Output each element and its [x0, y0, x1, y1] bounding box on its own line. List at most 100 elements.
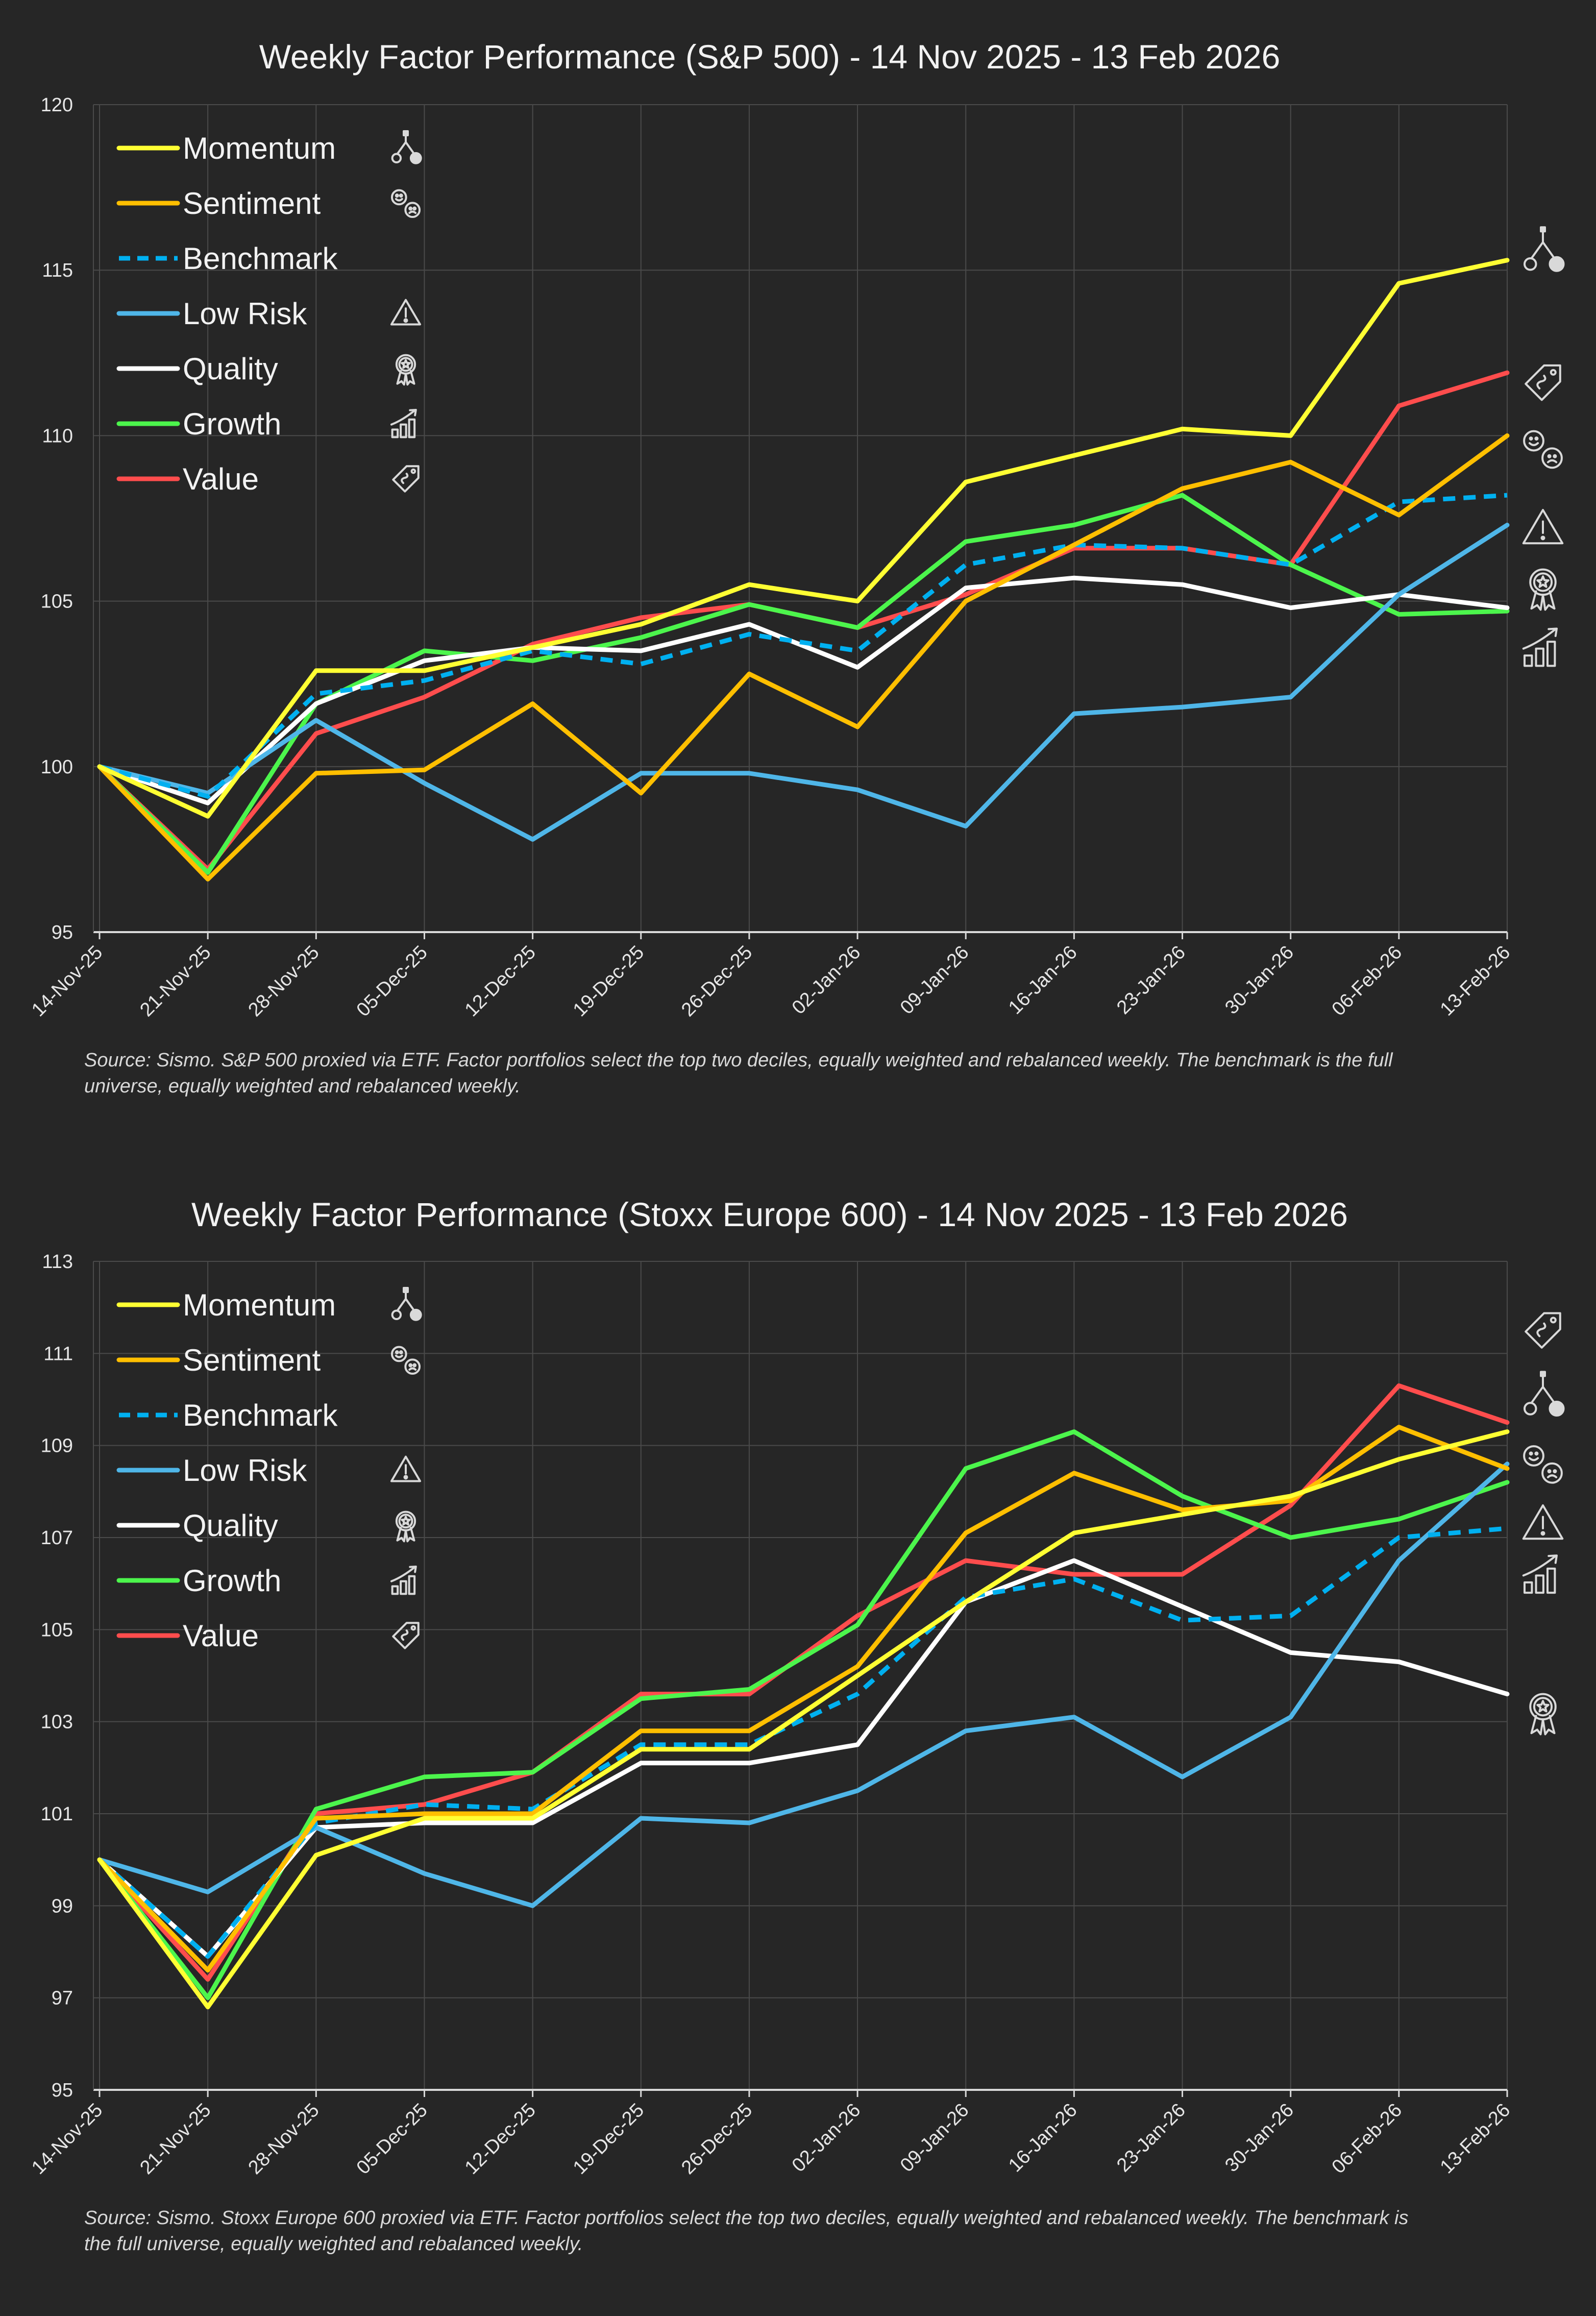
- legend-label-value: Value: [183, 1619, 259, 1653]
- sentiment-icon-sad: [404, 1358, 421, 1375]
- growth-icon-bar: [1524, 1581, 1533, 1594]
- source-note: Source: Sismo. Stoxx Europe 600 proxied …: [84, 2207, 1409, 2229]
- series-line-momentum: [97, 1429, 1510, 2010]
- legend-label-growth: Growth: [183, 1564, 281, 1598]
- low-risk-icon-triangle: [1522, 1504, 1564, 1540]
- momentum-icon-branch-right: [405, 141, 415, 155]
- momentum-icon-ball-right: [409, 1308, 422, 1321]
- quality-icon-star: [1536, 575, 1550, 588]
- low-risk-icon: [390, 299, 422, 326]
- sentiment-icon-frown: [1546, 1474, 1558, 1478]
- quality-icon-medal: [395, 354, 416, 375]
- momentum-icon-branch-right: [405, 1298, 415, 1312]
- momentum-icon-branch-right: [1542, 241, 1556, 260]
- sentiment-icon-happy: [390, 189, 407, 206]
- y-tick-label: 103: [41, 1712, 73, 1733]
- sentiment-icon: [1523, 1445, 1563, 1484]
- momentum-icon-ball-left: [391, 1309, 402, 1321]
- y-tick-label: 101: [41, 1803, 73, 1825]
- y-tick-label: 105: [41, 1619, 73, 1641]
- low-risk-icon: [1522, 1504, 1564, 1540]
- quality-icon: [1529, 1693, 1557, 1736]
- growth-icon-bar: [408, 1575, 416, 1595]
- legend-label-benchmark: Benchmark: [183, 241, 338, 276]
- low-risk-icon: [1522, 508, 1564, 545]
- sentiment-icon-eye: [408, 1363, 413, 1368]
- growth-icon-bar: [1535, 1574, 1544, 1594]
- series-line-quality: [97, 575, 1510, 806]
- quality-icon-ribbon-right: [405, 1526, 415, 1543]
- sentiment-icon-frown: [408, 1367, 417, 1371]
- sentiment-icon-eye: [1553, 1469, 1557, 1474]
- growth-icon-bar: [408, 418, 416, 438]
- sentiment-icon-eye: [1547, 454, 1552, 458]
- sentiment-icon-sad: [404, 202, 421, 218]
- growth-icon-arrowhead: [1548, 1554, 1558, 1564]
- y-tick-label: 99: [52, 1895, 73, 1917]
- low-risk-icon-triangle: [390, 1455, 422, 1482]
- sentiment-icon-smile: [395, 1354, 403, 1358]
- value-icon-dollar: [401, 473, 409, 484]
- growth-icon: [1522, 1554, 1558, 1594]
- growth-icon-bar: [1546, 641, 1556, 667]
- y-tick-label: 95: [52, 2080, 73, 2101]
- value-icon-hole: [410, 468, 416, 474]
- chart-title: Weekly Factor Performance (S&P 500) - 14…: [259, 38, 1281, 76]
- growth-icon-arrowhead: [409, 1565, 417, 1573]
- value-icon-dollar: [1536, 1322, 1546, 1337]
- sentiment-icon-frown: [1546, 459, 1558, 464]
- series-line-low-risk: [97, 1461, 1510, 1908]
- low-risk-icon-dot: [1540, 535, 1545, 541]
- legend-label-low-risk: Low Risk: [183, 1453, 307, 1488]
- quality-icon: [395, 1510, 416, 1543]
- sentiment-icon-eye: [1547, 1469, 1552, 1474]
- quality-icon-star: [401, 359, 411, 369]
- quality-icon-star: [401, 1516, 411, 1526]
- sentiment-icon-eye: [1534, 1451, 1539, 1456]
- y-tick-label: 107: [41, 1527, 73, 1549]
- momentum-icon-branch-left: [396, 1298, 407, 1312]
- growth-icon-arrowhead: [409, 408, 417, 417]
- quality-icon: [395, 354, 416, 386]
- sentiment-icon-eye: [395, 1350, 399, 1355]
- value-icon: [1525, 364, 1561, 401]
- quality-icon-medal-inner: [1533, 572, 1553, 592]
- growth-icon: [390, 1565, 417, 1595]
- quality-icon-medal-inner: [398, 357, 413, 372]
- chart-title: Weekly Factor Performance (Stoxx Europe …: [191, 1196, 1348, 1233]
- sentiment-icon-eye: [408, 206, 413, 211]
- legend: Momentum Sentiment Benchmark Low Risk Qualit…: [116, 1287, 422, 1653]
- legend-label-low-risk: Low Risk: [183, 297, 307, 331]
- momentum-icon-branch-left: [396, 141, 407, 155]
- source-note: Source: Sismo. S&P 500 proxied via ETF. …: [84, 1050, 1393, 1071]
- legend-label-growth: Growth: [183, 407, 281, 441]
- legend-label-sentiment: Sentiment: [183, 186, 321, 221]
- momentum-icon-ball-left: [1524, 257, 1537, 271]
- sentiment-icon: [1523, 430, 1563, 469]
- low-risk-icon-triangle: [1522, 508, 1564, 545]
- growth-icon: [1522, 627, 1558, 667]
- momentum-icon: [1524, 1371, 1565, 1417]
- sentiment-icon-eye: [395, 193, 399, 198]
- quality-icon-medal: [395, 1510, 416, 1531]
- growth-icon-arrow: [390, 409, 416, 426]
- sp500-chart: Weekly Factor Performance (S&P 500) - 14…: [28, 38, 1565, 1097]
- momentum-icon-branch-left: [1530, 241, 1544, 260]
- quality-icon-medal: [1529, 1693, 1557, 1721]
- growth-icon: [390, 408, 417, 438]
- value-icon-tag: [1525, 364, 1561, 401]
- quality-icon-ribbon-left: [1530, 590, 1544, 611]
- right-icons: [1522, 226, 1565, 667]
- y-tick-label: 120: [41, 94, 73, 116]
- source-note: universe, equally weighted and rebalance…: [84, 1076, 521, 1097]
- growth-icon-bar: [391, 428, 399, 438]
- series-line-benchmark: [99, 493, 1508, 799]
- low-risk-icon-dot: [403, 318, 408, 323]
- growth-icon-arrowhead: [1548, 627, 1558, 637]
- sentiment-icon-eye: [412, 1363, 417, 1368]
- sentiment-icon-happy: [1523, 430, 1544, 452]
- growth-icon-bar: [1535, 647, 1544, 667]
- series-lines: [97, 1383, 1510, 2010]
- series-line-quality: [97, 1558, 1510, 1959]
- value-icon-dollar: [1536, 375, 1546, 389]
